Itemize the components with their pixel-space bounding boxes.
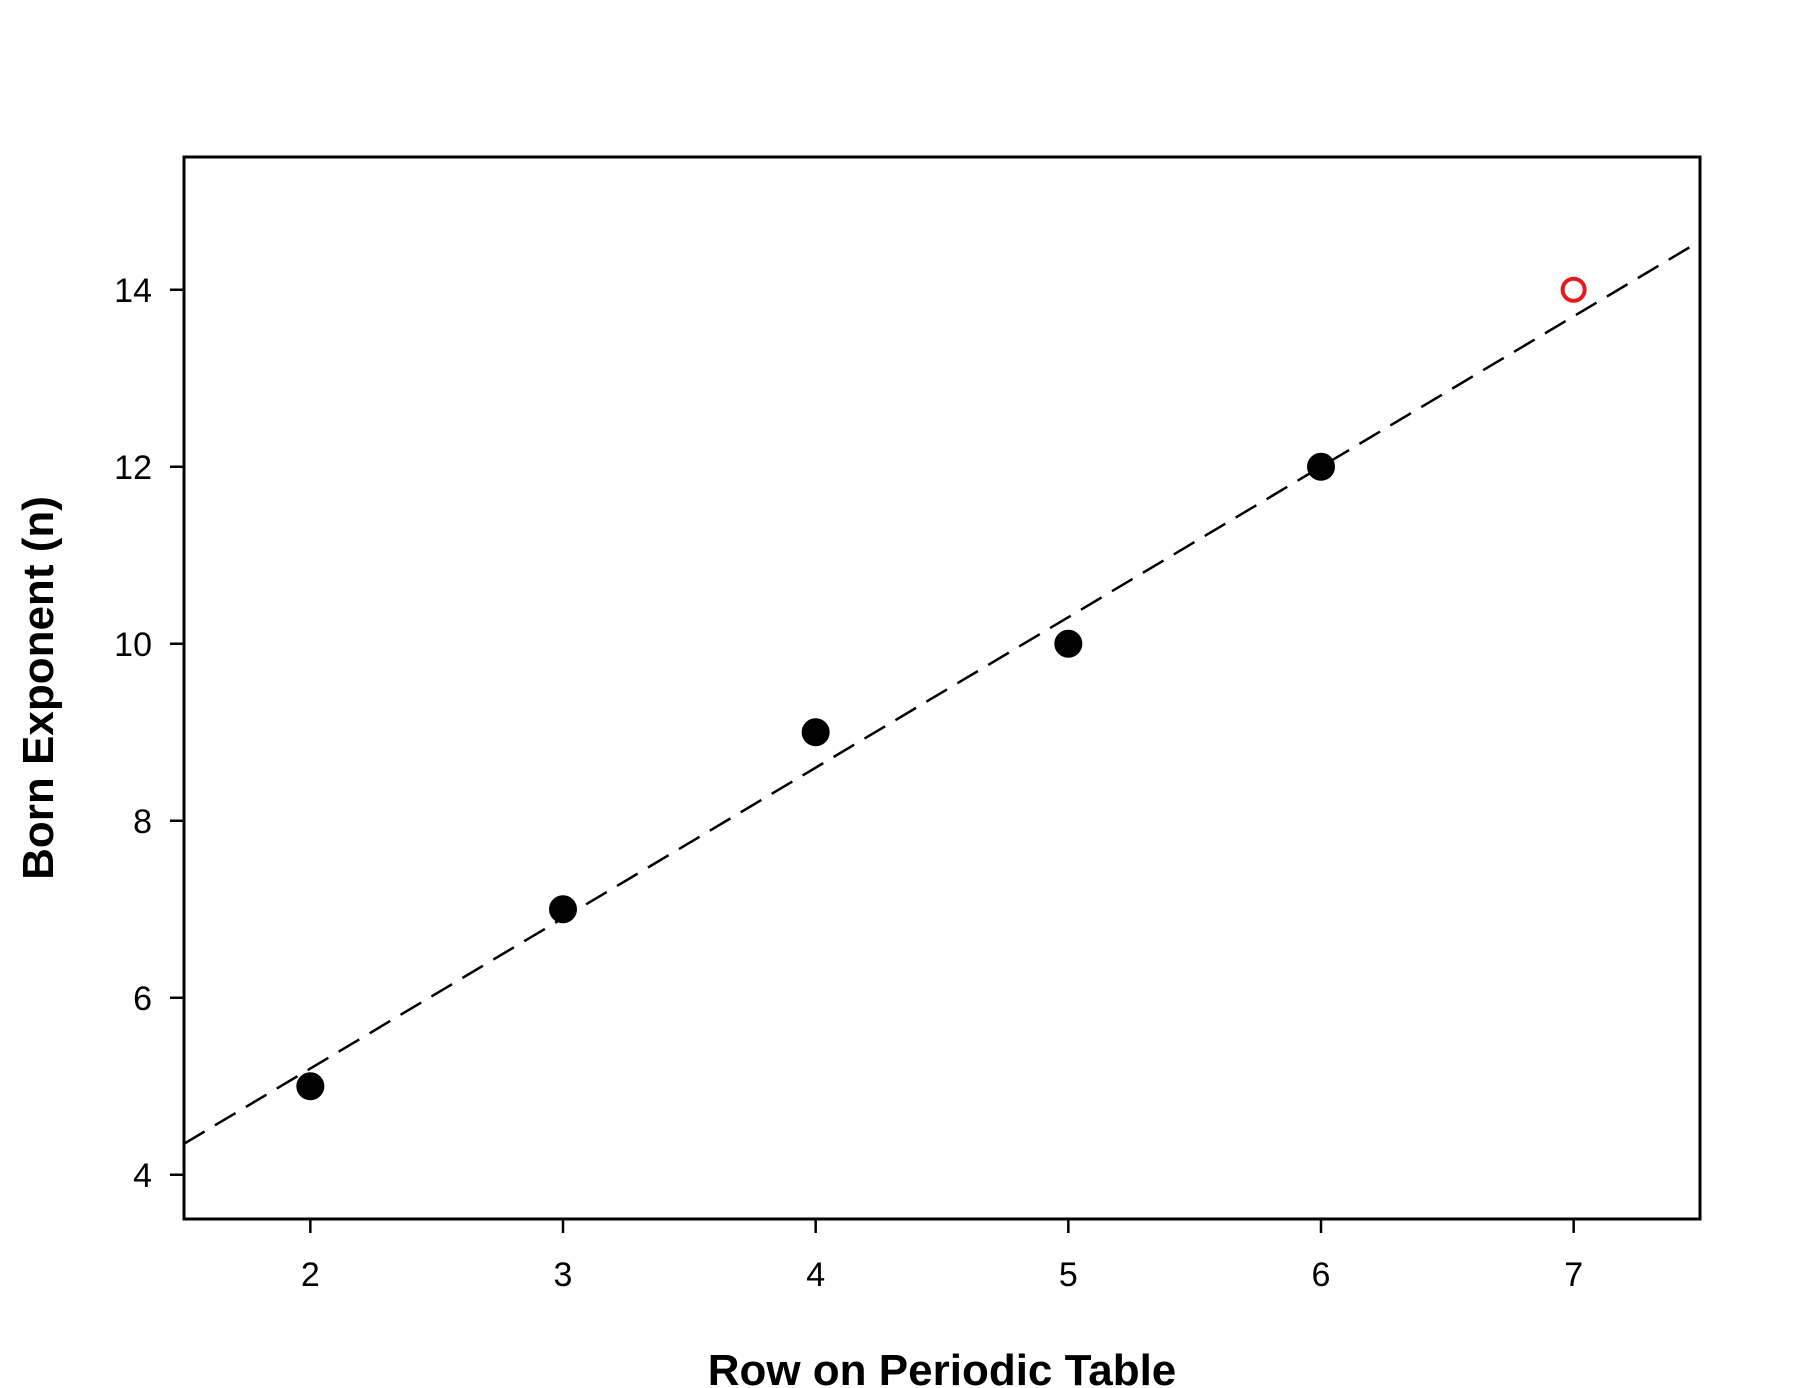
y-axis-ticks: 4 6 8 10 12 14 xyxy=(114,272,184,1195)
fit-line xyxy=(184,240,1700,1145)
x-tick-label: 4 xyxy=(806,1256,825,1294)
data-point xyxy=(296,1072,325,1101)
data-point xyxy=(1054,629,1083,658)
x-tick-label: 5 xyxy=(1059,1256,1078,1294)
data-point xyxy=(1307,452,1335,481)
y-tick-label: 8 xyxy=(133,803,152,841)
data-points xyxy=(296,276,1587,1101)
y-tick-label: 4 xyxy=(133,1157,152,1195)
y-tick-label: 14 xyxy=(114,272,152,310)
x-tick-label: 2 xyxy=(301,1256,320,1294)
x-tick-label: 6 xyxy=(1312,1256,1331,1294)
y-tick-label: 6 xyxy=(133,980,152,1018)
y-tick-label: 12 xyxy=(114,449,152,487)
y-axis-title: Born Exponent (n) xyxy=(14,496,63,880)
data-point xyxy=(801,718,830,747)
x-axis-title: Row on Periodic Table xyxy=(708,1346,1177,1388)
plot-frame xyxy=(182,155,1702,1221)
data-point-open xyxy=(1560,276,1587,303)
y-tick-label: 10 xyxy=(114,626,152,664)
x-tick-label: 7 xyxy=(1564,1256,1583,1294)
x-axis-ticks: 2 3 4 5 6 7 xyxy=(301,1219,1583,1294)
fit-line-layer xyxy=(184,240,1700,1145)
data-point xyxy=(549,895,577,924)
x-tick-label: 3 xyxy=(554,1256,573,1294)
